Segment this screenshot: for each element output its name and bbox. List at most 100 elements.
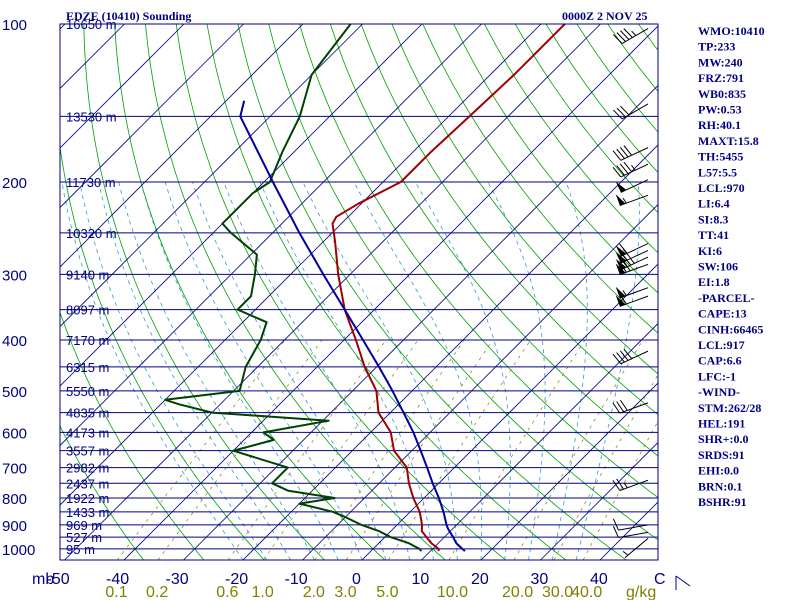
- moist-adiabat: [118, 181, 315, 560]
- height-label: 16650 m: [66, 17, 117, 32]
- isotherm: [60, 24, 185, 149]
- height-label: 11730 m: [66, 175, 116, 190]
- wind-barb: [612, 348, 649, 365]
- chart-datetime: 0000Z 2 NOV 25: [562, 9, 647, 23]
- moist-adiabat: [353, 181, 483, 560]
- index-value: KI:6: [698, 244, 722, 258]
- dry-adiabat: [360, 24, 658, 416]
- isotherm: [242, 144, 658, 560]
- height-label: 7170 m: [66, 333, 109, 348]
- index-value: CAPE:13: [698, 307, 747, 321]
- mixing-ratio-label: 40.0: [571, 584, 602, 600]
- index-value: WB0:835: [698, 87, 746, 101]
- mixing-ratio-label: 0.2: [146, 584, 168, 600]
- moist-adiabat: [487, 181, 546, 560]
- moist-adiabat: [192, 181, 387, 560]
- index-value: LFC:-1: [698, 369, 736, 383]
- index-value: TH:5455: [698, 150, 743, 164]
- height-label: 969 m: [66, 518, 102, 533]
- pressure-tick-label: 900: [2, 518, 27, 535]
- mixing-ratio-line: [448, 339, 586, 560]
- wind-barb: [612, 526, 649, 539]
- isotherm: [60, 24, 482, 447]
- mixing-ratio-line: [157, 339, 323, 560]
- height-label: 527 m: [66, 530, 102, 545]
- moist-adiabat: [575, 181, 640, 560]
- wind-barb: [615, 293, 649, 307]
- height-label: 6315 m: [66, 360, 109, 375]
- index-value: SW:106: [698, 260, 738, 274]
- index-value: EHI:0.0: [698, 464, 739, 478]
- index-value: WMO:10410: [698, 24, 765, 38]
- isotherm: [123, 25, 658, 560]
- wind-barb: [612, 518, 649, 531]
- index-value: -PARCEL-: [698, 291, 754, 305]
- isotherm: [302, 203, 658, 560]
- mixing-ratio-label: 0.1: [105, 584, 127, 600]
- moist-adiabat: [164, 181, 363, 560]
- temperature-tick-label: 10: [412, 571, 430, 588]
- pressure-unit-label: mb: [32, 571, 54, 588]
- isotherm: [64, 24, 601, 560]
- index-value: HEL:191: [698, 417, 745, 431]
- wind-barb: [613, 28, 649, 44]
- height-label: 2437 m: [66, 476, 109, 491]
- dry-adiabat: [206, 24, 567, 560]
- pressure-tick-label: 600: [2, 425, 27, 442]
- diagram-grid: [60, 24, 658, 560]
- dry-adiabat: [60, 311, 205, 560]
- temperature-tick-label: -40: [106, 571, 129, 588]
- isotherm: [361, 263, 658, 560]
- moist-adiabat: [61, 181, 244, 560]
- dry-adiabat: [268, 24, 658, 541]
- height-label: 13530 m: [66, 109, 117, 124]
- dry-adiabat: [60, 144, 265, 560]
- isotherm: [540, 441, 658, 560]
- height-label: 4835 m: [66, 406, 109, 421]
- dry-adiabat: [422, 24, 658, 334]
- temperature-tick-label: 30: [531, 571, 549, 588]
- pressure-tick-label: 1000: [2, 542, 35, 559]
- height-label: 5550 m: [66, 384, 109, 399]
- isotherm: [60, 24, 304, 268]
- wind-barb: [613, 103, 649, 120]
- parcel-line: [239, 100, 466, 552]
- index-value: FRZ:791: [698, 71, 744, 85]
- mixing-ratio-label: 3.0: [334, 584, 356, 600]
- mixing-ratio-label: 20.0: [502, 584, 533, 600]
- moist-adiabat: [415, 181, 511, 560]
- pressure-tick-label: 100: [2, 17, 27, 34]
- temperature-tick-label: -20: [225, 571, 248, 588]
- index-value: SHR+:0.0: [698, 432, 749, 446]
- wind-barb: [615, 179, 649, 193]
- moist-adiabat: [302, 181, 458, 560]
- index-value: LCL:970: [698, 181, 745, 195]
- moist-adiabat: [79, 181, 268, 560]
- dry-adiabat: [83, 24, 325, 560]
- height-label: 95 m: [66, 542, 95, 557]
- moist-adiabat: [259, 181, 434, 560]
- index-value: RH:40.1: [698, 118, 741, 132]
- temperature-tick-label: -10: [285, 571, 308, 588]
- index-value: PW:0.53: [698, 103, 742, 117]
- height-label: 3557 m: [66, 444, 109, 459]
- index-value: STM:262/28: [698, 401, 761, 415]
- height-label: 1922 m: [66, 491, 109, 506]
- index-value: CINH:66465: [698, 322, 763, 336]
- mixing-ratio-unit: g/kg: [626, 584, 656, 600]
- index-value: LCL:917: [698, 338, 745, 352]
- mixing-ratio-label: 5.0: [376, 584, 398, 600]
- isotherm: [480, 382, 658, 560]
- index-value: LI:6.4: [698, 197, 730, 211]
- dry-adiabat: [299, 24, 658, 499]
- index-value: CAP:6.6: [698, 354, 742, 368]
- isotherm: [183, 84, 658, 560]
- index-value: SRDS:91: [698, 448, 745, 462]
- pressure-tick-label: 200: [2, 175, 27, 192]
- wind-barb: [612, 478, 649, 491]
- mixing-ratio-label: 0.6: [216, 584, 238, 600]
- index-value: EI:1.8: [698, 275, 730, 289]
- wind-barb: [612, 161, 649, 178]
